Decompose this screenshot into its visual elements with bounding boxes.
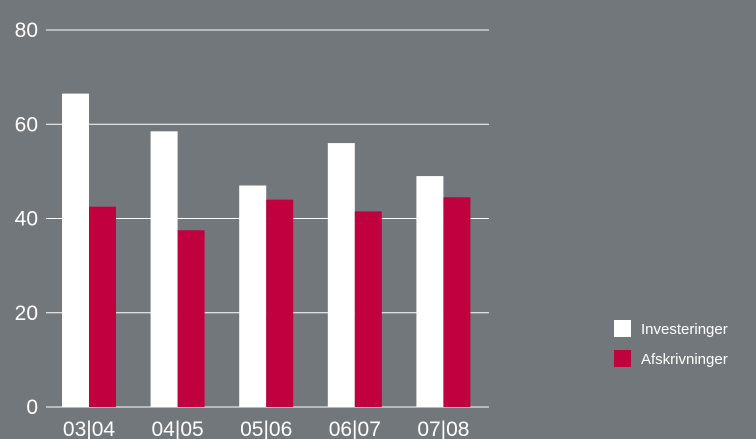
x-tick-label: 04|05: [152, 418, 204, 439]
bar-afskrivninger-06-07: [354, 211, 382, 407]
legend: Investeringer Afskrivninger: [614, 320, 728, 368]
bar-investeringer-03-04: [62, 93, 89, 408]
y-tick-label: 40: [15, 208, 38, 231]
legend-swatch-investeringer: [614, 320, 631, 337]
x-tick-label: 06|07: [329, 418, 381, 439]
bar-afskrivninger-03-04: [89, 206, 116, 407]
x-tick-label: 03|04: [63, 418, 115, 439]
bar-investeringer-06-07: [327, 143, 355, 407]
y-axis-tick-labels: 0 20 40 60 80: [15, 19, 38, 419]
bar-afskrivninger-07-08: [443, 197, 471, 407]
y-tick-label: 60: [15, 113, 38, 136]
bar-investeringer-07-08: [416, 176, 444, 407]
y-tick-label: 80: [15, 19, 38, 42]
x-tick-label: 05|06: [240, 418, 292, 439]
bar-investeringer-04-05: [150, 131, 178, 407]
legend-swatch-afskrivninger: [614, 350, 631, 367]
bar-afskrivninger-05-06: [266, 199, 294, 407]
bars: [62, 93, 471, 408]
y-tick-label: 20: [15, 302, 38, 325]
x-axis-tick-labels: 03|04 04|05 05|06 06|07 07|08: [63, 418, 470, 439]
legend-label-investeringer: Investeringer: [641, 321, 728, 338]
bar-investeringer-05-06: [239, 185, 267, 407]
x-tick-label: 07|08: [417, 418, 469, 439]
bar-afskrivninger-04-05: [177, 230, 205, 407]
y-tick-label: 0: [26, 396, 38, 419]
legend-label-afskrivninger: Afskrivninger: [641, 351, 728, 368]
